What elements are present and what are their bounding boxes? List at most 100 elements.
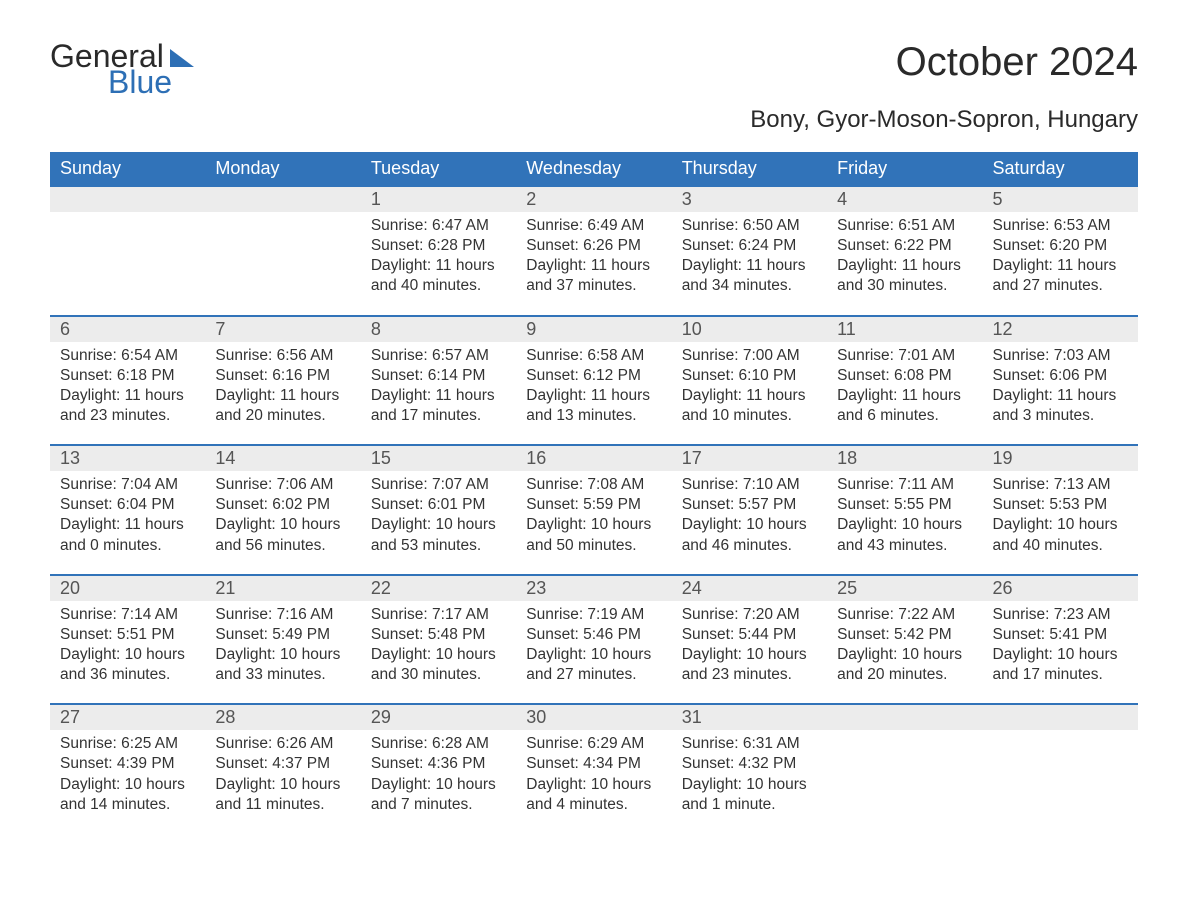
day-number-cell: 7	[205, 316, 360, 342]
daylight-text: and 30 minutes.	[837, 276, 972, 296]
day-content-row: Sunrise: 7:14 AMSunset: 5:51 PMDaylight:…	[50, 601, 1138, 705]
sunrise-text: Sunrise: 7:19 AM	[526, 605, 661, 625]
day-number: 5	[993, 189, 1003, 209]
sunset-text: Sunset: 6:20 PM	[993, 236, 1128, 256]
sunset-text: Sunset: 5:51 PM	[60, 625, 195, 645]
day-number-cell: 29	[361, 704, 516, 730]
sunrise-text: Sunrise: 7:03 AM	[993, 346, 1128, 366]
daylight-text: Daylight: 10 hours	[837, 645, 972, 665]
day-content-row: Sunrise: 6:47 AMSunset: 6:28 PMDaylight:…	[50, 212, 1138, 316]
day-number: 24	[682, 578, 702, 598]
sunset-text: Sunset: 5:57 PM	[682, 495, 817, 515]
day-number-cell: 10	[672, 316, 827, 342]
weekday-header: Tuesday	[361, 152, 516, 186]
daylight-text: Daylight: 11 hours	[371, 386, 506, 406]
day-content-cell: Sunrise: 6:25 AMSunset: 4:39 PMDaylight:…	[50, 730, 205, 833]
sunset-text: Sunset: 4:36 PM	[371, 754, 506, 774]
day-content-cell: Sunrise: 7:20 AMSunset: 5:44 PMDaylight:…	[672, 601, 827, 705]
sunrise-text: Sunrise: 7:07 AM	[371, 475, 506, 495]
day-content-cell	[827, 730, 982, 833]
day-content-row: Sunrise: 6:25 AMSunset: 4:39 PMDaylight:…	[50, 730, 1138, 833]
day-number-cell: 12	[983, 316, 1138, 342]
daylight-text: Daylight: 10 hours	[371, 515, 506, 535]
day-number-cell: 18	[827, 445, 982, 471]
daylight-text: and 27 minutes.	[993, 276, 1128, 296]
day-number: 23	[526, 578, 546, 598]
sunset-text: Sunset: 6:14 PM	[371, 366, 506, 386]
day-number: 7	[215, 319, 225, 339]
daylight-text: Daylight: 11 hours	[526, 256, 661, 276]
logo-text-blue: Blue	[108, 66, 194, 98]
sunrise-text: Sunrise: 7:17 AM	[371, 605, 506, 625]
day-number-cell: 27	[50, 704, 205, 730]
day-number-cell	[50, 186, 205, 212]
day-number-cell: 28	[205, 704, 360, 730]
daylight-text: and 23 minutes.	[682, 665, 817, 685]
day-number-cell: 31	[672, 704, 827, 730]
sunset-text: Sunset: 4:34 PM	[526, 754, 661, 774]
day-number-cell: 24	[672, 575, 827, 601]
sunrise-text: Sunrise: 7:23 AM	[993, 605, 1128, 625]
day-content-cell	[205, 212, 360, 316]
day-content-cell: Sunrise: 7:07 AMSunset: 6:01 PMDaylight:…	[361, 471, 516, 575]
daylight-text: and 10 minutes.	[682, 406, 817, 426]
day-number: 9	[526, 319, 536, 339]
daylight-text: and 50 minutes.	[526, 536, 661, 556]
daylight-text: and 6 minutes.	[837, 406, 972, 426]
daylight-text: and 33 minutes.	[215, 665, 350, 685]
page-title: October 2024	[896, 40, 1138, 85]
sunset-text: Sunset: 5:44 PM	[682, 625, 817, 645]
day-number-row: 13141516171819	[50, 445, 1138, 471]
sunset-text: Sunset: 6:01 PM	[371, 495, 506, 515]
daylight-text: Daylight: 10 hours	[993, 645, 1128, 665]
sunrise-text: Sunrise: 7:14 AM	[60, 605, 195, 625]
day-number-cell: 1	[361, 186, 516, 212]
day-content-cell: Sunrise: 7:13 AMSunset: 5:53 PMDaylight:…	[983, 471, 1138, 575]
day-number-cell: 26	[983, 575, 1138, 601]
day-content-cell	[50, 212, 205, 316]
calendar-table: Sunday Monday Tuesday Wednesday Thursday…	[50, 152, 1138, 833]
day-content-cell: Sunrise: 7:04 AMSunset: 6:04 PMDaylight:…	[50, 471, 205, 575]
day-number: 8	[371, 319, 381, 339]
day-number: 25	[837, 578, 857, 598]
day-number: 13	[60, 448, 80, 468]
weekday-header: Friday	[827, 152, 982, 186]
day-content-cell: Sunrise: 7:01 AMSunset: 6:08 PMDaylight:…	[827, 342, 982, 446]
sunset-text: Sunset: 6:12 PM	[526, 366, 661, 386]
daylight-text: Daylight: 11 hours	[993, 256, 1128, 276]
day-content-cell: Sunrise: 7:10 AMSunset: 5:57 PMDaylight:…	[672, 471, 827, 575]
day-number-cell	[205, 186, 360, 212]
daylight-text: Daylight: 11 hours	[526, 386, 661, 406]
day-content-cell: Sunrise: 6:31 AMSunset: 4:32 PMDaylight:…	[672, 730, 827, 833]
weekday-header: Sunday	[50, 152, 205, 186]
sunset-text: Sunset: 6:24 PM	[682, 236, 817, 256]
day-content-cell: Sunrise: 6:57 AMSunset: 6:14 PMDaylight:…	[361, 342, 516, 446]
sunrise-text: Sunrise: 6:49 AM	[526, 216, 661, 236]
daylight-text: Daylight: 10 hours	[60, 645, 195, 665]
sunrise-text: Sunrise: 7:04 AM	[60, 475, 195, 495]
sunrise-text: Sunrise: 6:54 AM	[60, 346, 195, 366]
day-content-cell: Sunrise: 7:16 AMSunset: 5:49 PMDaylight:…	[205, 601, 360, 705]
daylight-text: and 13 minutes.	[526, 406, 661, 426]
day-number-cell: 22	[361, 575, 516, 601]
day-number: 20	[60, 578, 80, 598]
daylight-text: Daylight: 11 hours	[60, 386, 195, 406]
daylight-text: Daylight: 10 hours	[682, 775, 817, 795]
daylight-text: and 17 minutes.	[371, 406, 506, 426]
daylight-text: and 46 minutes.	[682, 536, 817, 556]
weekday-header: Saturday	[983, 152, 1138, 186]
day-content-cell: Sunrise: 7:17 AMSunset: 5:48 PMDaylight:…	[361, 601, 516, 705]
day-number-cell: 6	[50, 316, 205, 342]
sunset-text: Sunset: 6:04 PM	[60, 495, 195, 515]
day-number: 12	[993, 319, 1013, 339]
sunrise-text: Sunrise: 6:58 AM	[526, 346, 661, 366]
day-content-cell: Sunrise: 7:08 AMSunset: 5:59 PMDaylight:…	[516, 471, 671, 575]
sunset-text: Sunset: 6:22 PM	[837, 236, 972, 256]
day-number-cell	[827, 704, 982, 730]
sunset-text: Sunset: 6:28 PM	[371, 236, 506, 256]
day-number-cell: 21	[205, 575, 360, 601]
day-content-cell: Sunrise: 6:29 AMSunset: 4:34 PMDaylight:…	[516, 730, 671, 833]
day-content-cell: Sunrise: 6:26 AMSunset: 4:37 PMDaylight:…	[205, 730, 360, 833]
daylight-text: Daylight: 11 hours	[371, 256, 506, 276]
day-content-cell: Sunrise: 7:22 AMSunset: 5:42 PMDaylight:…	[827, 601, 982, 705]
